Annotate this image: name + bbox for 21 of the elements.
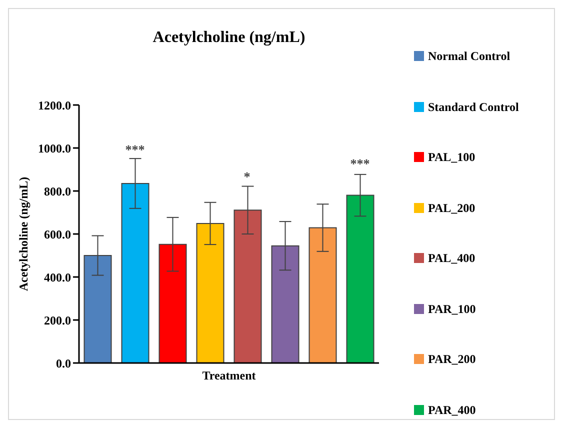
legend-label: PAR_200 [428, 352, 476, 366]
y-axis-title: Acetylcholine (ng/mL) [16, 176, 30, 292]
y-tick-label: 1000.0 [38, 141, 71, 156]
y-tick-label: 1200.0 [38, 98, 71, 112]
y-tick-label: 600.0 [44, 227, 71, 242]
annotation: * [242, 169, 252, 185]
annotation: *** [124, 142, 146, 158]
x-axis-title: Treatment [202, 368, 256, 383]
legend-label: PAL_100 [428, 150, 476, 164]
legend-label: Standard Control [428, 100, 519, 114]
legend-label: PAL_200 [428, 200, 476, 214]
chart-title: Acetylcholine (ng/mL) [152, 29, 306, 47]
y-tick-label: 0.0 [56, 356, 71, 370]
legend-label: PAR_400 [428, 402, 476, 416]
y-tick-label: 400.0 [44, 270, 71, 284]
y-tick-label: 200.0 [44, 313, 71, 328]
legend-label: Normal Control [428, 49, 510, 63]
y-tick-label: 800.0 [44, 184, 71, 198]
legend-label: PAR_100 [428, 302, 476, 316]
annotation: *** [349, 156, 371, 172]
legend-label: PAL_400 [428, 251, 476, 265]
